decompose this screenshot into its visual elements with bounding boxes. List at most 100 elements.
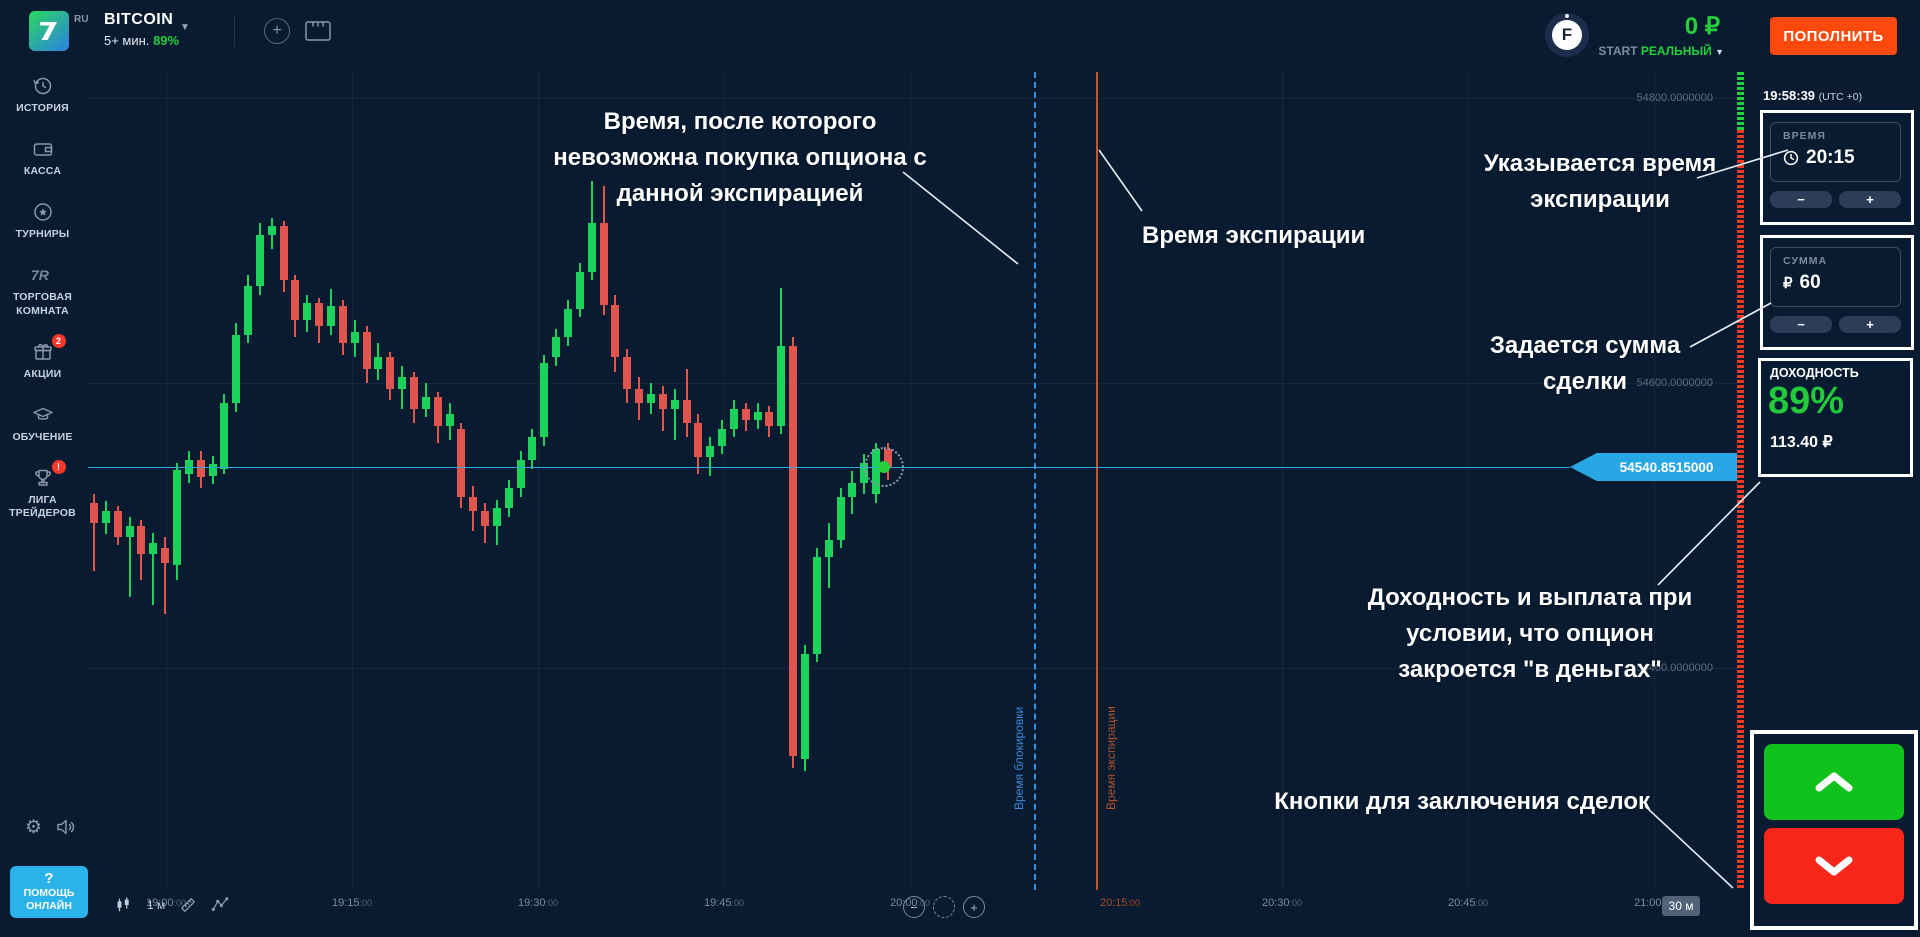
graduation-cap-icon — [32, 407, 53, 420]
asset-expiry-meta: 5+ мин. — [104, 33, 150, 48]
brand-logo[interactable] — [29, 11, 69, 51]
current-price-tag: 54540.8515000 — [1570, 453, 1737, 481]
trade-room-icon: 7R — [31, 267, 50, 283]
asset-selector[interactable]: BITCOIN 5+ мин. 89% — [104, 11, 194, 48]
clock-timezone: (UTC +0) — [1818, 91, 1863, 103]
payout-percent: 89% — [1768, 380, 1845, 422]
amount-decrease-button[interactable]: − — [1770, 316, 1832, 333]
amount-field[interactable]: СУММА ₽ 60 — [1770, 247, 1901, 307]
logo-7-icon — [40, 22, 57, 40]
sentiment-strip-up — [1737, 72, 1744, 130]
x-gridline — [352, 72, 353, 890]
candle — [197, 460, 205, 477]
expiry-time-label: 20:15:00 — [1100, 897, 1141, 909]
candle — [102, 511, 110, 523]
currency-symbol: ₽ — [1783, 275, 1793, 292]
amount-increase-button[interactable]: + — [1839, 316, 1901, 333]
wallet-icon — [33, 143, 52, 156]
put-down-button[interactable] — [1764, 828, 1904, 904]
candle — [291, 280, 299, 320]
speaker-glyph — [57, 819, 75, 835]
candle — [351, 332, 359, 343]
y-tick-label: 54800.0000000 — [1636, 92, 1713, 104]
sidebar-item-cashier[interactable]: КАССА — [0, 137, 85, 178]
visible-range-badge[interactable]: 30 м — [1662, 896, 1700, 916]
sidebar-item-history[interactable]: ИСТОРИЯ — [0, 74, 85, 115]
candle — [173, 470, 181, 565]
candle — [422, 397, 430, 409]
payout-highlight-outline — [1758, 358, 1913, 477]
candle — [363, 332, 371, 369]
candle — [706, 446, 714, 457]
candle — [742, 409, 750, 420]
expiry-time-field[interactable]: ВРЕМЯ 20:15 — [1770, 122, 1901, 182]
time-increase-button[interactable]: + — [1839, 191, 1901, 208]
asset-name: BITCOIN — [104, 11, 174, 28]
fit-chart-button[interactable] — [933, 896, 955, 918]
candle — [517, 460, 525, 488]
sidebar-item-label: ИСТОРИЯ — [16, 102, 69, 114]
settings-gear-icon[interactable]: ⚙ — [25, 817, 43, 838]
time-field-label: ВРЕМЯ — [1783, 130, 1826, 142]
chevron-down-icon[interactable]: ▼ — [180, 22, 190, 33]
indicators-icon[interactable] — [211, 896, 230, 914]
clock-time: 19:58:39 — [1763, 88, 1816, 103]
sound-speaker-icon[interactable] — [56, 818, 78, 841]
sidebar-item-traders-league[interactable]: ! ЛИГА ТРЕЙДЕРОВ — [0, 459, 85, 520]
amount-field-label: СУММА — [1783, 255, 1828, 267]
candle — [552, 337, 560, 357]
current-price-line — [88, 467, 1570, 468]
sidebar-item-label: АКЦИИ — [23, 367, 62, 380]
candle — [161, 548, 169, 563]
candle — [789, 346, 797, 756]
candle — [777, 346, 785, 426]
amount-highlight-outline — [1760, 235, 1914, 350]
candle — [220, 403, 228, 469]
y-tick-label: 54400.0000000 — [1636, 662, 1713, 674]
candle — [315, 303, 323, 326]
zoom-out-button[interactable]: − — [903, 896, 925, 918]
online-help-button[interactable]: ? ПОМОЩЬ ОНЛАЙН — [10, 866, 88, 918]
candle — [457, 429, 465, 497]
call-up-button[interactable] — [1764, 744, 1904, 820]
zoom-in-button[interactable]: + — [963, 896, 985, 918]
lock-time-line-label: Время блокировки — [1012, 706, 1026, 810]
history-icon — [32, 77, 51, 95]
annotation-expiry: Время экспирации — [1142, 222, 1366, 249]
chevron-down-icon: ▼ — [1715, 47, 1724, 57]
trade-buttons-outline — [1750, 730, 1918, 930]
account-type-dropdown[interactable]: START РЕАЛЬНЫЙ ▼ — [1598, 44, 1724, 58]
sidebar-item-tournaments[interactable]: ТУРНИРЫ — [0, 200, 85, 241]
annotation-lock-time: Время, после которого невозможна покупка… — [553, 108, 927, 207]
candle — [647, 394, 655, 403]
timeframe-selector[interactable]: 1 м — [147, 898, 166, 912]
candle — [209, 464, 217, 476]
candle — [837, 497, 845, 540]
sidebar-item-trade-room[interactable]: 7R ТОРГОВАЯ КОМНАТА — [0, 263, 85, 317]
deposit-button[interactable]: ПОПОЛНИТЬ — [1770, 17, 1897, 55]
candle-wick — [129, 517, 131, 597]
league-alert-badge: ! — [51, 459, 66, 474]
current-candle-marker-ring — [864, 447, 904, 487]
account-label: START — [1598, 44, 1638, 58]
add-chart-button[interactable]: + — [264, 18, 290, 44]
time-decrease-button[interactable]: − — [1770, 191, 1832, 208]
candle — [825, 540, 833, 557]
payout-amount: 113.40 ₽ — [1770, 434, 1833, 451]
candle — [446, 414, 454, 426]
candlestick-type-icon[interactable] — [115, 896, 133, 914]
sidebar-item-label: ТОРГОВАЯ КОМНАТА — [12, 291, 73, 317]
candle — [386, 357, 394, 389]
sidebar-item-education[interactable]: ОБУЧЕНИЕ — [0, 403, 85, 444]
sidebar-item-label: ОБУЧЕНИЕ — [12, 430, 73, 443]
ruler-drawing-icon[interactable] — [179, 896, 197, 914]
candle — [137, 526, 145, 554]
avatar[interactable]: F — [1545, 13, 1589, 57]
sentiment-strip-down — [1737, 130, 1744, 888]
gift-icon — [33, 343, 52, 360]
chevron-up-icon — [1815, 772, 1853, 792]
locale-badge: RU — [74, 14, 89, 25]
layout-button[interactable] — [305, 21, 331, 46]
sidebar-item-promotions[interactable]: 2 АКЦИИ — [0, 333, 85, 381]
